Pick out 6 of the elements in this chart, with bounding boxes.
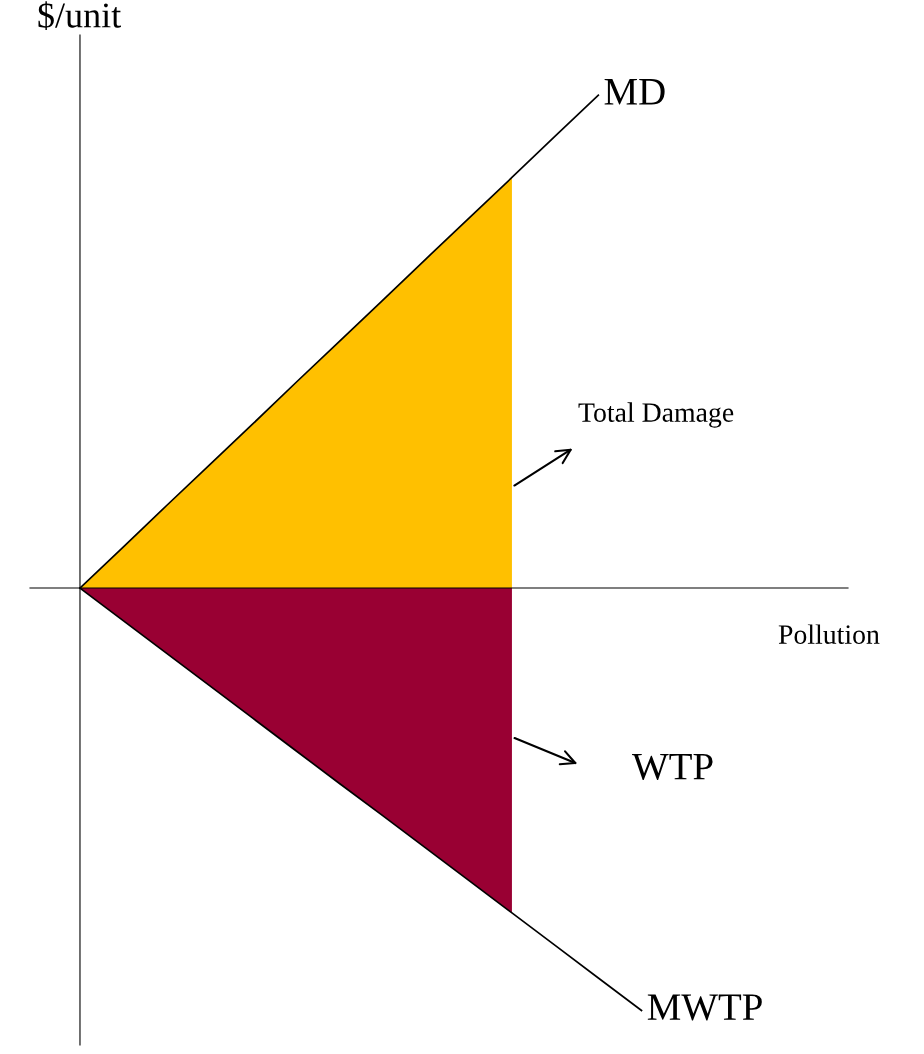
annotation: WTP bbox=[632, 753, 713, 780]
text: Pollution bbox=[778, 624, 880, 644]
annotation: Total Damage bbox=[578, 402, 734, 428]
series-label: MWTP bbox=[647, 994, 762, 1021]
series-label: MD bbox=[604, 79, 665, 105]
y-axis-title: $/unit bbox=[38, 1, 121, 31]
